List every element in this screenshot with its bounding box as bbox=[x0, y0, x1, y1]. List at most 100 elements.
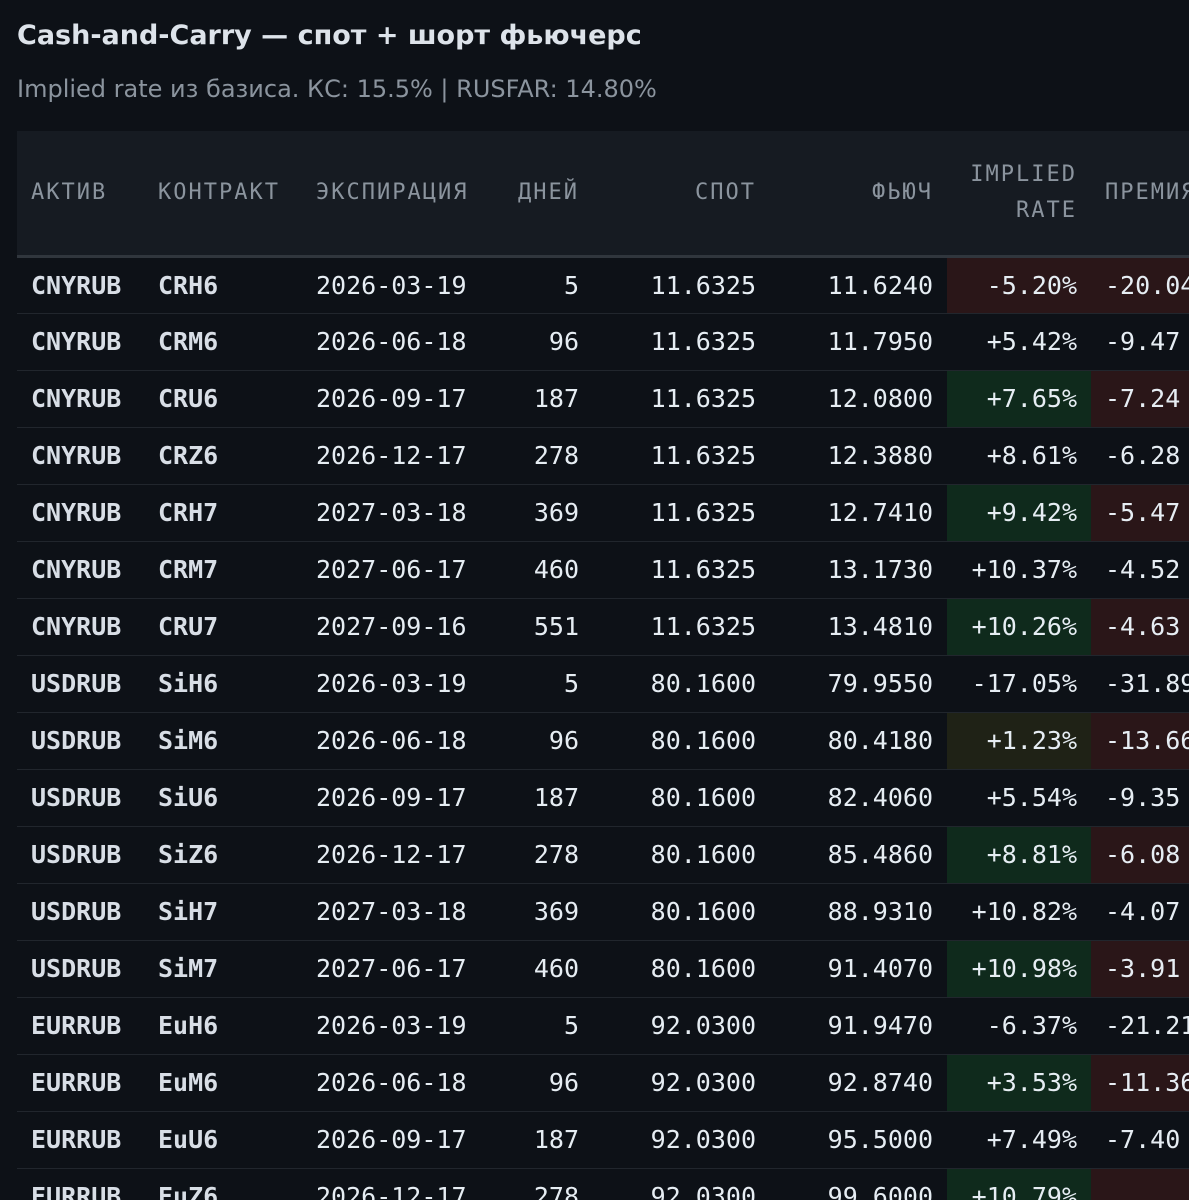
cell-asset: CNYRUB bbox=[31, 441, 122, 470]
cell-expiry: 2026-12-17 bbox=[316, 441, 467, 470]
cell-contract: CRH7 bbox=[158, 498, 219, 527]
cell-spot: 11.6325 bbox=[650, 555, 756, 584]
cell-days: 5 bbox=[563, 1011, 579, 1040]
table-row[interactable]: EURRUB EuU6 2026-09-17 187 92.0300 95.5000 +7.… bbox=[17, 1111, 1189, 1168]
cell-contract: SiH7 bbox=[158, 897, 219, 926]
cell-days: 460 bbox=[533, 954, 579, 983]
cell-fut: 12.0800 bbox=[827, 384, 933, 413]
cell-implied: +10.37% bbox=[971, 555, 1077, 584]
table-row[interactable]: CNYRUB CRH7 2027-03-18 369 11.6325 12.7410 +9.… bbox=[17, 484, 1189, 541]
cell-expiry: 2026-03-19 bbox=[316, 1011, 467, 1040]
cell-spot: 92.0300 bbox=[650, 1125, 756, 1154]
cell-days: 5 bbox=[563, 270, 579, 300]
cell-implied: +10.98% bbox=[947, 940, 1091, 997]
cell-days: 551 bbox=[533, 612, 579, 641]
cell-contract: EuU6 bbox=[158, 1125, 219, 1154]
cell-expiry: 2027-06-17 bbox=[316, 555, 467, 584]
column-header-implied-rate[interactable]: IMPLIED RATE bbox=[947, 131, 1091, 256]
cell-asset: CNYRUB bbox=[31, 498, 122, 527]
cell-fut: 82.4060 bbox=[827, 783, 933, 812]
cell-contract: EuM6 bbox=[158, 1068, 219, 1097]
table-row[interactable]: CNYRUB CRZ6 2026-12-17 278 11.6325 12.3880 +8.… bbox=[17, 427, 1189, 484]
table-row[interactable]: CNYRUB CRM7 2027-06-17 460 11.6325 13.1730 +10… bbox=[17, 541, 1189, 598]
cell-expiry: 2026-03-19 bbox=[316, 270, 467, 300]
table-row[interactable]: USDRUB SiZ6 2026-12-17 278 80.1600 85.4860 +8.… bbox=[17, 826, 1189, 883]
table-row[interactable]: USDRUB SiM7 2027-06-17 460 80.1600 91.4070 +10… bbox=[17, 940, 1189, 997]
cell-contract: EuZ6 bbox=[158, 1182, 219, 1200]
cell-contract: CRZ6 bbox=[158, 441, 219, 470]
cell-spot: 92.0300 bbox=[650, 1182, 756, 1200]
cell-fut: 11.6240 bbox=[827, 270, 933, 300]
cell-implied: +5.54% bbox=[986, 783, 1077, 812]
cell-days: 96 bbox=[548, 726, 579, 755]
column-header-spot[interactable]: СПОТ bbox=[695, 179, 756, 205]
table-row[interactable]: USDRUB SiU6 2026-09-17 187 80.1600 82.4060 +5.… bbox=[17, 769, 1189, 826]
cell-asset: CNYRUB bbox=[31, 384, 122, 413]
cell-spot: 80.1600 bbox=[650, 669, 756, 698]
page-title: Cash-and-Carry — спот + шорт фьючерс bbox=[17, 20, 642, 51]
cell-days: 369 bbox=[533, 897, 579, 926]
cell-fut: 92.8740 bbox=[827, 1068, 933, 1097]
column-header-premium[interactable]: ПРЕМИЯ К bbox=[1091, 131, 1189, 256]
cell-implied: -5.20% bbox=[947, 256, 1091, 313]
cell-contract: SiZ6 bbox=[158, 840, 219, 869]
implied-rate-label: IMPLIED RATE bbox=[970, 161, 1077, 223]
table-container[interactable]: АКТИВ КОНТРАКТ ЭКСПИРАЦИЯ ДНЕЙ СПОТ ФЬЮЧ… bbox=[17, 131, 1189, 1200]
cell-days: 187 bbox=[533, 783, 579, 812]
cell-spot: 11.6325 bbox=[650, 498, 756, 527]
cell-premium: -4.63 bbox=[1091, 598, 1189, 655]
table-row[interactable]: CNYRUB CRU7 2027-09-16 551 11.6325 13.4810 +10… bbox=[17, 598, 1189, 655]
page-subtitle: Implied rate из базиса. КС: 15.5% | RUSF… bbox=[17, 75, 657, 103]
cell-premium bbox=[1091, 1168, 1189, 1200]
cell-implied: -6.37% bbox=[986, 1011, 1077, 1040]
cell-implied: +3.53% bbox=[947, 1054, 1091, 1111]
table-row[interactable]: EURRUB EuH6 2026-03-19 5 92.0300 91.9470 -6.37… bbox=[17, 997, 1189, 1054]
table-row[interactable]: CNYRUB CRH6 2026-03-19 5 11.6325 11.6240 -5.20… bbox=[17, 256, 1189, 313]
cell-fut: 95.5000 bbox=[827, 1125, 933, 1154]
cell-implied: +1.23% bbox=[947, 712, 1091, 769]
table-row[interactable]: USDRUB SiM6 2026-06-18 96 80.1600 80.4180 +1.2… bbox=[17, 712, 1189, 769]
column-header-futures[interactable]: ФЬЮЧ bbox=[872, 179, 933, 205]
cell-contract: SiH6 bbox=[158, 669, 219, 698]
cell-implied: +5.42% bbox=[986, 327, 1077, 356]
table-row[interactable]: EURRUB EuZ6 2026-12-17 278 92.0300 99.6000 +10… bbox=[17, 1168, 1189, 1200]
table-body: CNYRUB CRH6 2026-03-19 5 11.6325 11.6240 -5.20… bbox=[17, 256, 1189, 1200]
premium-label: ПРЕМИЯ К bbox=[1105, 179, 1189, 205]
cell-expiry: 2026-03-19 bbox=[316, 669, 467, 698]
table-row[interactable]: CNYRUB CRU6 2026-09-17 187 11.6325 12.0800 +7.… bbox=[17, 370, 1189, 427]
cell-premium: -6.08 bbox=[1091, 826, 1189, 883]
cell-premium: -21.21 bbox=[1105, 1011, 1189, 1040]
cell-fut: 88.9310 bbox=[827, 897, 933, 926]
cell-spot: 80.1600 bbox=[650, 783, 756, 812]
cell-asset: USDRUB bbox=[31, 954, 122, 983]
cell-fut: 85.4860 bbox=[827, 840, 933, 869]
cell-days: 460 bbox=[533, 555, 579, 584]
cell-fut: 91.4070 bbox=[827, 954, 933, 983]
cell-days: 187 bbox=[533, 384, 579, 413]
cell-implied: +10.82% bbox=[971, 897, 1077, 926]
cell-spot: 80.1600 bbox=[650, 954, 756, 983]
table-row[interactable]: USDRUB SiH6 2026-03-19 5 80.1600 79.9550 -17.0… bbox=[17, 655, 1189, 712]
table-row[interactable]: EURRUB EuM6 2026-06-18 96 92.0300 92.8740 +3.5… bbox=[17, 1054, 1189, 1111]
cell-asset: EURRUB bbox=[31, 1011, 122, 1040]
column-header-contract[interactable]: КОНТРАКТ bbox=[158, 179, 280, 205]
cell-expiry: 2027-06-17 bbox=[316, 954, 467, 983]
cell-contract: CRU6 bbox=[158, 384, 219, 413]
cell-days: 187 bbox=[533, 1125, 579, 1154]
cell-implied: +8.81% bbox=[947, 826, 1091, 883]
cell-premium: -5.47 bbox=[1091, 484, 1189, 541]
column-header-days[interactable]: ДНЕЙ bbox=[518, 179, 579, 205]
table-row[interactable]: CNYRUB CRM6 2026-06-18 96 11.6325 11.7950 +5.4… bbox=[17, 313, 1189, 370]
cell-asset: USDRUB bbox=[31, 897, 122, 926]
cell-expiry: 2026-09-17 bbox=[316, 1125, 467, 1154]
column-header-asset[interactable]: АКТИВ bbox=[31, 179, 108, 205]
cell-asset: CNYRUB bbox=[31, 327, 122, 356]
cell-fut: 99.6000 bbox=[827, 1182, 933, 1200]
cell-days: 278 bbox=[533, 1182, 579, 1200]
cell-spot: 11.6325 bbox=[650, 384, 756, 413]
table-row[interactable]: USDRUB SiH7 2027-03-18 369 80.1600 88.9310 +10… bbox=[17, 883, 1189, 940]
cell-spot: 80.1600 bbox=[650, 897, 756, 926]
cell-expiry: 2026-06-18 bbox=[316, 327, 467, 356]
cell-premium: -7.40 bbox=[1105, 1125, 1181, 1154]
column-header-expiry[interactable]: ЭКСПИРАЦИЯ bbox=[316, 179, 469, 205]
